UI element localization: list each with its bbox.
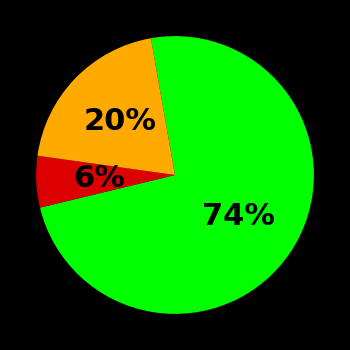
Text: 6%: 6% <box>73 164 125 193</box>
Wedge shape <box>40 36 314 314</box>
Wedge shape <box>36 156 175 208</box>
Text: 74%: 74% <box>202 202 275 231</box>
Text: 20%: 20% <box>84 107 156 136</box>
Wedge shape <box>37 38 175 175</box>
